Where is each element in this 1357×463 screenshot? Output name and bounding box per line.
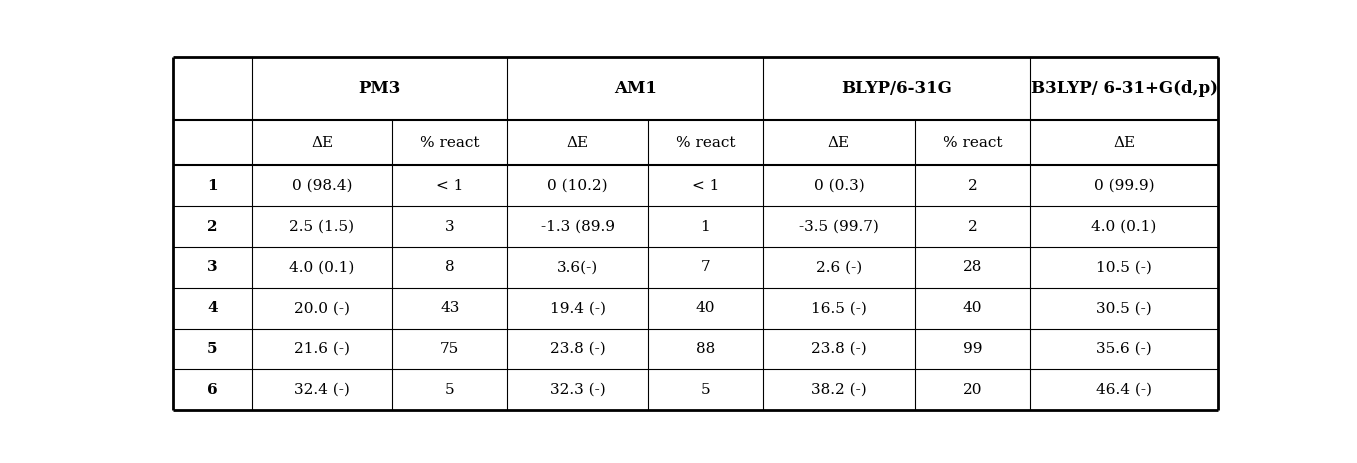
Text: 0 (98.4): 0 (98.4) <box>292 179 353 193</box>
Text: 0 (10.2): 0 (10.2) <box>547 179 608 193</box>
Text: 4.0 (0.1): 4.0 (0.1) <box>1091 219 1156 233</box>
Text: 20: 20 <box>962 383 982 397</box>
Text: 35.6 (-): 35.6 (-) <box>1096 342 1152 356</box>
Text: 40: 40 <box>962 301 982 315</box>
Text: 2: 2 <box>208 219 217 233</box>
Text: 2.5 (1.5): 2.5 (1.5) <box>289 219 354 233</box>
Text: 4: 4 <box>208 301 217 315</box>
Text: 0 (0.3): 0 (0.3) <box>814 179 864 193</box>
Text: 8: 8 <box>445 260 455 275</box>
Text: 46.4 (-): 46.4 (-) <box>1096 383 1152 397</box>
Text: 1: 1 <box>700 219 710 233</box>
Text: 3: 3 <box>445 219 455 233</box>
Text: 2.6 (-): 2.6 (-) <box>816 260 862 275</box>
Text: ΔE: ΔE <box>311 136 332 150</box>
Text: 23.8 (-): 23.8 (-) <box>811 342 867 356</box>
Text: -3.5 (99.7): -3.5 (99.7) <box>799 219 879 233</box>
Text: 10.5 (-): 10.5 (-) <box>1096 260 1152 275</box>
Text: 32.4 (-): 32.4 (-) <box>294 383 350 397</box>
Text: 19.4 (-): 19.4 (-) <box>550 301 605 315</box>
Text: 21.6 (-): 21.6 (-) <box>294 342 350 356</box>
Text: 5: 5 <box>700 383 710 397</box>
Text: % react: % react <box>421 136 479 150</box>
Text: ΔE: ΔE <box>1113 136 1134 150</box>
Text: 6: 6 <box>208 383 217 397</box>
Text: 4.0 (0.1): 4.0 (0.1) <box>289 260 354 275</box>
Text: 2: 2 <box>968 219 977 233</box>
Text: -1.3 (89.9: -1.3 (89.9 <box>540 219 615 233</box>
Text: 43: 43 <box>440 301 460 315</box>
Text: 40: 40 <box>696 301 715 315</box>
Text: 2: 2 <box>968 179 977 193</box>
Text: ΔE: ΔE <box>566 136 589 150</box>
Text: 16.5 (-): 16.5 (-) <box>811 301 867 315</box>
Text: < 1: < 1 <box>436 179 464 193</box>
Text: 75: 75 <box>440 342 460 356</box>
Text: 1: 1 <box>208 179 217 193</box>
Text: % react: % react <box>943 136 1003 150</box>
Text: 3.6(-): 3.6(-) <box>556 260 598 275</box>
Text: 3: 3 <box>208 260 217 275</box>
Text: 5: 5 <box>445 383 455 397</box>
Text: 5: 5 <box>208 342 217 356</box>
Text: ΔE: ΔE <box>828 136 849 150</box>
Text: % react: % react <box>676 136 735 150</box>
Text: B3LYP/ 6-31+G(d,p): B3LYP/ 6-31+G(d,p) <box>1030 80 1217 97</box>
Text: 0 (99.9): 0 (99.9) <box>1094 179 1155 193</box>
Text: < 1: < 1 <box>692 179 719 193</box>
Text: 20.0 (-): 20.0 (-) <box>294 301 350 315</box>
Text: 32.3 (-): 32.3 (-) <box>550 383 605 397</box>
Text: 30.5 (-): 30.5 (-) <box>1096 301 1152 315</box>
Text: 88: 88 <box>696 342 715 356</box>
Text: PM3: PM3 <box>358 80 400 97</box>
Text: 7: 7 <box>700 260 710 275</box>
Text: 99: 99 <box>962 342 982 356</box>
Text: AM1: AM1 <box>613 80 657 97</box>
Text: 38.2 (-): 38.2 (-) <box>811 383 867 397</box>
Text: BLYP/6-31G: BLYP/6-31G <box>841 80 951 97</box>
Text: 28: 28 <box>963 260 982 275</box>
Text: 23.8 (-): 23.8 (-) <box>550 342 605 356</box>
